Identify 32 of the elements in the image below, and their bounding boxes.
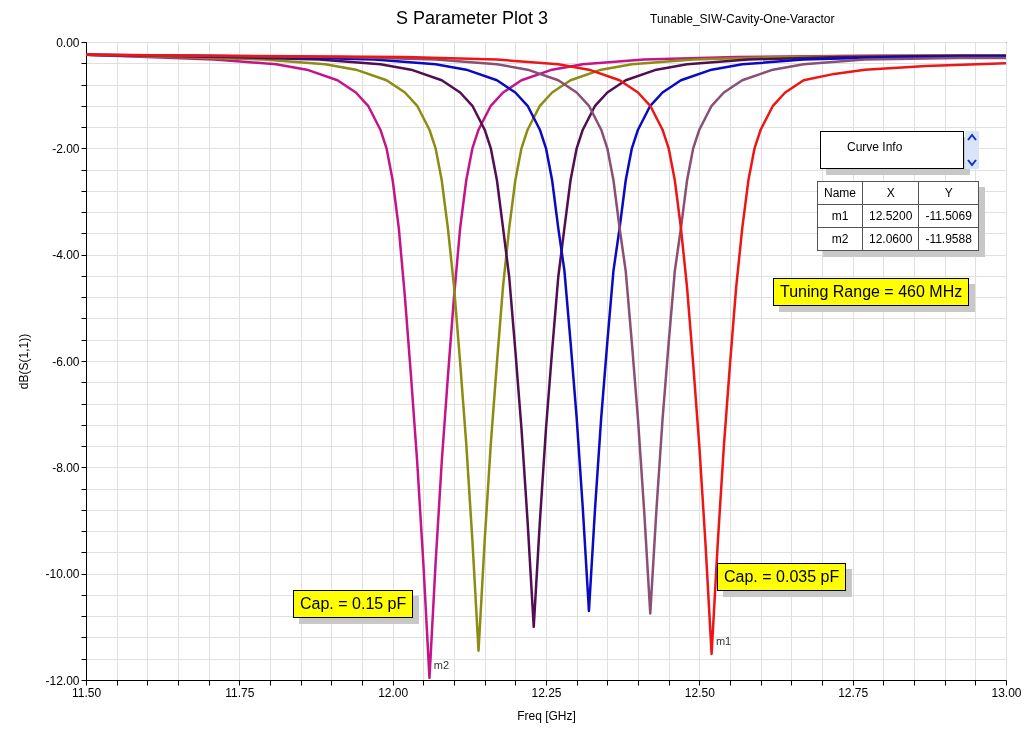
annotation: Cap. = 0.15 pF — [293, 590, 414, 618]
annotation: -11.9588 — [918, 227, 979, 251]
annotation: 12.5200 — [862, 204, 919, 228]
annotation: Tuning Range = 460 MHz — [773, 278, 970, 306]
y-tick-label: -4.00 — [52, 248, 80, 263]
y-axis-title: dB(S(1,1)) — [17, 333, 32, 390]
x-tick-label: 11.50 — [71, 685, 102, 700]
x-tick-label: 12.50 — [684, 685, 716, 700]
annotation: Y — [918, 181, 979, 205]
annotation: m1 — [817, 204, 863, 228]
annotation: m2 — [817, 227, 863, 251]
annotation: m1 — [715, 634, 732, 647]
y-tick-label: -10.00 — [45, 567, 80, 582]
x-tick-label: 12.00 — [378, 685, 409, 700]
y-tick-label: 0.00 — [56, 35, 80, 50]
annotation: -11.5069 — [918, 204, 979, 228]
x-tick-label: 12.75 — [838, 685, 869, 700]
annotation: Name — [817, 181, 863, 205]
annotation: m2 — [433, 658, 450, 671]
y-tick-label: -2.00 — [52, 141, 80, 156]
y-tick-label: -6.00 — [52, 354, 80, 369]
annotation: 12.0600 — [862, 227, 919, 251]
chart-title: S Parameter Plot 3 — [396, 8, 549, 29]
annotation: X — [862, 181, 919, 205]
x-axis-title: Freq [GHz] — [517, 708, 576, 723]
chart-subtitle: Tunable_SIW-Cavity-One-Varactor — [650, 12, 835, 26]
x-tick-label: 11.75 — [225, 685, 255, 700]
y-tick-label: -12.00 — [45, 673, 80, 688]
annotation: Cap. = 0.035 pF — [717, 563, 847, 591]
y-tick-label: -8.00 — [52, 460, 80, 475]
x-tick-label: 12.25 — [531, 685, 562, 700]
x-tick-label: 13.00 — [991, 685, 1022, 700]
